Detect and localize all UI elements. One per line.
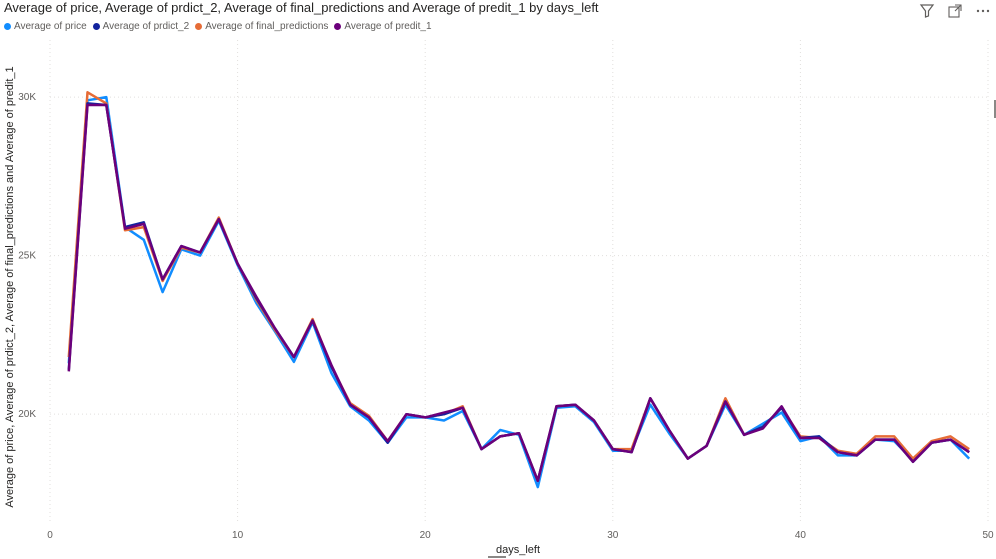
legend-marker <box>4 23 11 30</box>
y-tick-label: 20K <box>18 409 36 420</box>
legend-marker <box>195 23 203 30</box>
chart-title: Average of price, Average of prdict_2, A… <box>4 0 599 15</box>
x-tick-label: 50 <box>982 530 994 541</box>
series-line-average-of-price[interactable] <box>67 95 971 489</box>
legend-item-final-predictions[interactable]: Average of final_predictions <box>195 21 328 32</box>
focus-mode-icon[interactable] <box>946 2 964 20</box>
series-line-average-of-prdict-2[interactable] <box>67 102 970 483</box>
visual-toolbar <box>918 2 992 20</box>
legend-item-price[interactable]: Average of price <box>4 21 87 32</box>
legend-label: Average of prdict_2 <box>102 21 190 32</box>
x-axis-title: days_left <box>496 544 540 556</box>
x-tick-label: 30 <box>607 530 619 541</box>
chart-legend: Average of price Average of prdict_2 Ave… <box>4 21 432 32</box>
series-line-average-of-final-predictions[interactable] <box>67 91 970 483</box>
series-lines <box>67 91 971 489</box>
x-tick-label: 0 <box>47 530 53 541</box>
legend-item-prdict-2[interactable]: Average of prdict_2 <box>92 21 190 32</box>
legend-item-predit-1[interactable]: Average of predit_1 <box>334 21 432 32</box>
filter-icon[interactable] <box>918 2 936 20</box>
legend-label: Average of final_predictions <box>205 21 329 32</box>
x-tick-label: 10 <box>232 530 244 541</box>
x-tick-label: 20 <box>420 530 432 541</box>
y-tick-label: 30K <box>18 92 36 103</box>
x-tick-label: 40 <box>795 530 807 541</box>
more-options-icon[interactable] <box>974 2 992 20</box>
legend-marker <box>92 23 100 30</box>
y-axis-title: Average of price, Average of prdict_2, A… <box>4 66 16 507</box>
resize-handle-bottom[interactable] <box>488 556 506 558</box>
x-axis-ticks: 0 10 20 30 40 50 <box>47 530 994 541</box>
legend-label: Average of price <box>14 21 87 32</box>
y-axis-ticks: 20K 25K 30K <box>18 92 36 420</box>
resize-handle-right[interactable] <box>994 100 996 118</box>
gridlines <box>49 40 989 522</box>
legend-label: Average of predit_1 <box>344 21 432 32</box>
legend-marker <box>334 23 342 30</box>
y-tick-label: 25K <box>18 251 36 262</box>
series-line-average-of-predit-1[interactable] <box>67 103 970 483</box>
